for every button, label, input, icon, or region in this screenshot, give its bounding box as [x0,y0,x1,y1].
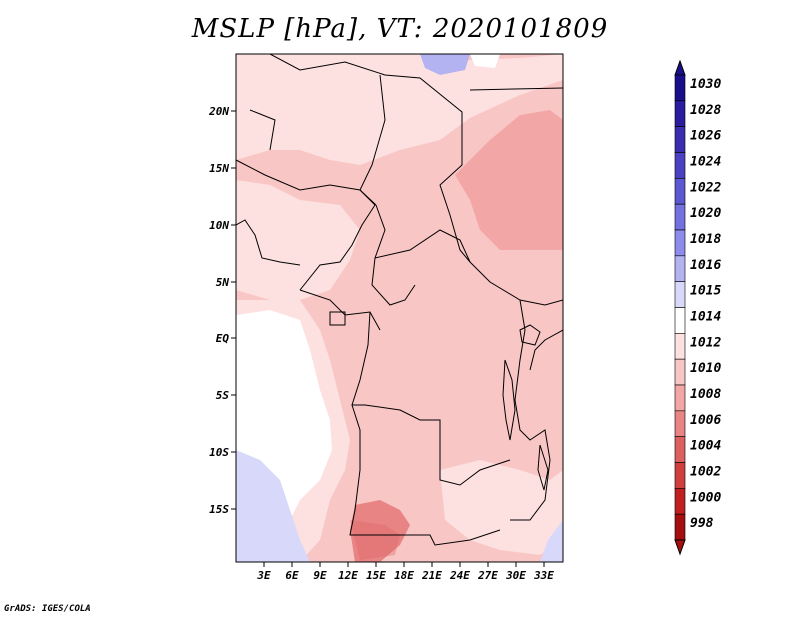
colorbar-level-label: 998 [690,516,714,531]
colorbar-swatch [674,255,686,282]
lat-tick-label: 15S [209,503,229,516]
colorbar-level-label: 1018 [690,232,721,247]
colorbar-level-label: 1015 [690,284,721,299]
border-car [374,229,471,263]
colorbar-level-label: 1014 [690,310,721,325]
lat-tick-label: 15N [209,162,229,175]
pressure-field [236,54,563,562]
colorbar-swatch [674,126,686,153]
colorbar-level-label: 1016 [690,258,721,273]
lat-axis: 20N 15N 10N 5N EQ 5S 10S 15S [208,105,236,516]
colorbar-level-label: 1024 [690,155,721,170]
colorbar-swatch [674,229,686,257]
lat-tick-label: 5N [216,276,230,289]
grads-credit: GrADS: IGES/COLA [4,604,91,614]
colorbar-swatch [674,178,686,205]
field-1006-angola-core [350,520,400,560]
field-1015-southeast [540,520,563,562]
lon-tick-label: 3E [256,569,271,582]
lon-tick-label: 30E [505,569,526,582]
border-chad-sudan [269,54,563,306]
lon-tick-label: 24E [449,569,470,582]
border-cameroon [371,204,416,306]
colorbar-swatch [674,513,686,541]
field-1016-north [420,54,470,75]
colorbar-swatch [674,410,686,437]
lat-tick-label: 20N [208,105,229,118]
country-borders [236,54,563,546]
border-mali [249,109,276,151]
map-frame [235,53,564,563]
colorbar-level-label: 1004 [690,439,721,454]
border-west [236,219,301,266]
lat-tick-label: EQ [216,332,230,345]
colorbar-level-label: 1026 [690,129,721,144]
colorbar-swatch [674,333,686,360]
colorbar-level-label: 1000 [690,490,721,505]
colorbar-level-label: 1028 [690,103,721,118]
lake-malawi [537,444,549,491]
colorbar-swatch [674,462,686,489]
border-egypt [469,87,563,91]
lake-victoria [519,324,541,346]
lon-tick-label: 18E [394,569,414,582]
colorbar-level-label: 1002 [690,465,721,480]
colorbar-swatch [674,384,686,412]
field-1012-south [440,460,563,555]
field-1012-west [236,180,360,300]
border-nigeria [236,159,376,291]
colorbar-top-arrow [674,59,686,76]
field-1006-angola [350,500,410,562]
lon-tick-label: 33E [533,569,554,582]
colorbar-swatch [674,307,686,334]
colorbar-swatch [674,100,686,127]
colorbar-level-label: 1010 [690,361,721,376]
colorbar-swatch [674,152,686,179]
lat-tick-label: 10S [209,446,229,459]
lat-tick-label: 10N [209,219,229,232]
lon-tick-label: 6E [285,569,299,582]
border-east [510,299,551,521]
colorbar-level-label: 1020 [690,206,721,221]
field-1015-southwest [236,450,310,562]
map-title: MSLP [hPa], VT: 2020101809 [191,14,609,44]
field-1014-north [470,54,500,68]
field-1008-sudan [455,110,563,250]
colorbar: 1030 1028 1026 1024 1022 1020 1018 1016 1015 1014… [674,59,721,556]
lon-tick-label: 15E [366,569,386,582]
lon-axis: 3E 6E 9E 12E 15E 18E 21E 24E 27E 30E 33E [256,562,554,582]
lon-tick-label: 21E [421,569,442,582]
lake-tanganyika [502,359,516,441]
border-eq-guinea [329,311,346,326]
lon-tick-label: 27E [477,569,498,582]
colorbar-level-label: 1006 [690,413,721,428]
colorbar-swatch [674,281,686,308]
colorbar-swatch [674,203,686,231]
colorbar-level-label: 1022 [690,180,721,195]
border-kenya [529,329,563,371]
lon-tick-label: 12E [338,569,358,582]
colorbar-swatch [674,358,686,386]
field-1012-north [236,54,563,165]
colorbar-bottom-arrow [674,539,686,556]
border-drc [351,311,511,486]
colorbar-swatch [674,436,686,463]
colorbar-swatch [674,74,686,102]
colorbar-level-label: 1030 [690,77,721,92]
colorbar-level-label: 1008 [690,387,721,402]
lat-tick-label: 5S [216,389,230,402]
lon-tick-label: 9E [313,569,327,582]
colorbar-level-label: 1012 [690,335,721,350]
border-angola [349,404,501,546]
colorbar-swatch [674,488,686,515]
